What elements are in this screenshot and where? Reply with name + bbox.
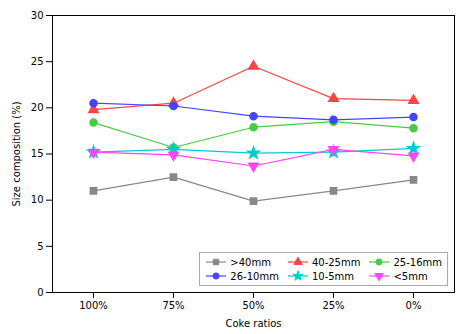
svg-text:Size composition (%): Size composition (%) <box>11 101 22 206</box>
svg-text:0: 0 <box>37 287 43 298</box>
svg-text:5: 5 <box>37 241 43 252</box>
svg-text:75%: 75% <box>162 300 184 311</box>
html-text:26-10mm: 26-10mm <box>230 270 279 282</box>
html-text:25-16mm: 25-16mm <box>393 256 442 268</box>
svg-text:20: 20 <box>31 102 44 113</box>
html-text:>40mm: >40mm <box>230 256 271 268</box>
svg-text:50%: 50% <box>242 300 264 311</box>
svg-text:15: 15 <box>31 148 44 159</box>
svg-text:Coke ratios: Coke ratios <box>225 318 281 329</box>
svg-text:0%: 0% <box>406 300 422 311</box>
svg-text:100%: 100% <box>79 300 108 311</box>
html-text:10-5mm: 10-5mm <box>311 270 355 282</box>
svg-text:25%: 25% <box>322 300 344 311</box>
html-text:40-25mm: 40-25mm <box>311 256 361 268</box>
svg-text:30: 30 <box>31 10 44 21</box>
svg-text:10: 10 <box>31 194 44 205</box>
svg-text:25: 25 <box>31 56 44 67</box>
html-text:<5mm: <5mm <box>393 270 428 282</box>
